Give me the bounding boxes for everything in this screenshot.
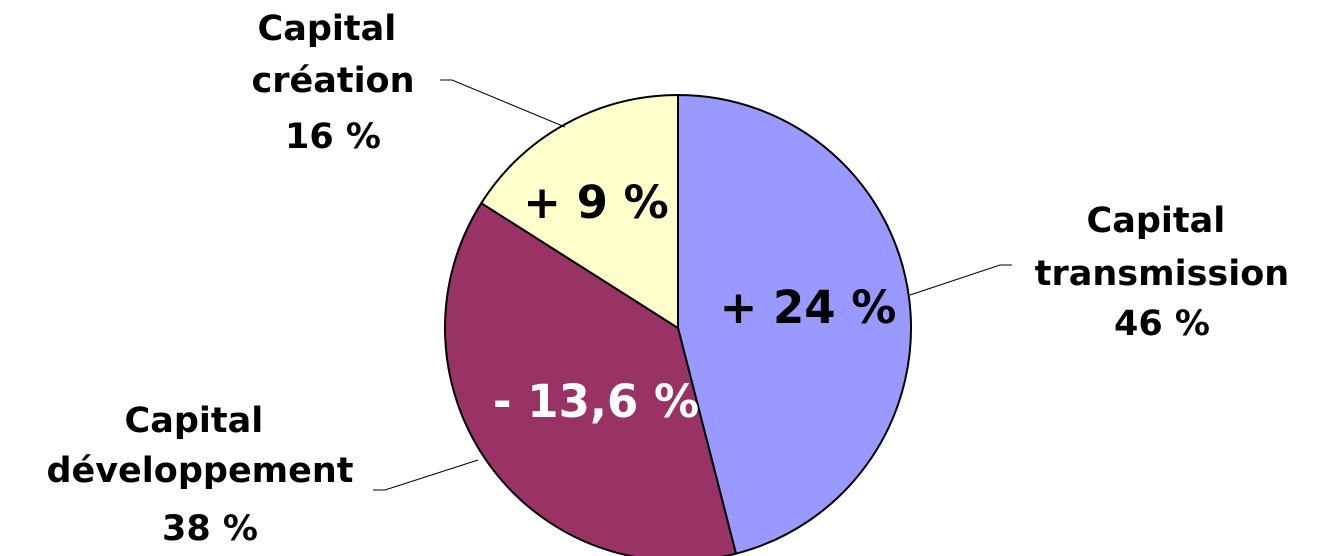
slice-label-creation: Capital création [251, 9, 414, 101]
slice-label-developpement-line-1: Capital [125, 401, 264, 441]
slice-growth-creation: + 9 % [523, 176, 668, 229]
pie-slice-transmission [677, 93, 912, 555]
slice-label-transmission: Capital transmission [1035, 201, 1289, 294]
slice-label-developpement-line-2: développement [46, 451, 353, 491]
slice-label-developpement: Capital développement [46, 401, 353, 491]
pie-slice-developpement [444, 201, 738, 556]
slice-label-creation-line-2: création [251, 61, 414, 101]
slice-share-creation: 16 % [285, 117, 381, 157]
pie-slice-creation [479, 93, 679, 330]
leader-line-transmission [909, 264, 1012, 296]
slice-label-creation-line-1: Capital [258, 9, 397, 49]
slice-growth-transmission: + 24 % [720, 281, 897, 334]
slice-growth-developpement: - 13,6 % [493, 375, 699, 428]
slice-label-transmission-line-1: Capital [1087, 201, 1226, 241]
pie-slices [444, 93, 912, 556]
leader-line-creation [440, 79, 566, 128]
slice-share-developpement: 38 % [162, 509, 258, 549]
slice-share-transmission: 46 % [1114, 304, 1210, 344]
slice-label-transmission-line-2: transmission [1035, 254, 1289, 294]
leader-line-developpement [373, 459, 479, 491]
